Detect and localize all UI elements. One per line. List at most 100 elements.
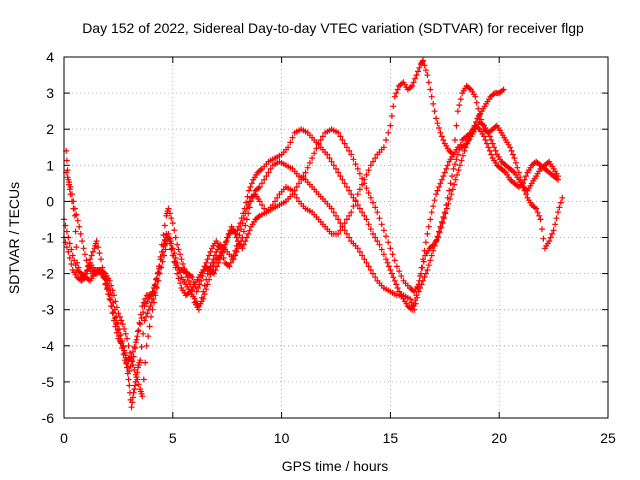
data-point-interp (233, 242, 240, 249)
data-point-interp (459, 152, 466, 159)
data-point-interp (482, 137, 489, 143)
data-point-interp (66, 179, 73, 186)
data-point-interp (140, 376, 147, 383)
data-point-interp (549, 230, 556, 237)
data-point-interp (410, 301, 417, 308)
y-tick-label: -4 (42, 338, 55, 354)
data-point (174, 270, 181, 277)
data-point (130, 389, 137, 396)
data-point-interp (172, 264, 179, 271)
data-point-interp (138, 344, 145, 350)
data-point (200, 267, 207, 273)
data-points (61, 57, 566, 411)
data-point-interp (372, 204, 379, 211)
data-point (243, 234, 250, 241)
y-tick-label: -1 (42, 230, 55, 246)
data-point-interp (161, 236, 168, 243)
data-point-interp (129, 399, 136, 406)
data-point-interp (383, 233, 389, 240)
data-point (104, 285, 111, 291)
data-point-interp (108, 303, 115, 310)
data-point-interp (73, 211, 80, 218)
data-point-interp (363, 259, 370, 266)
data-point (156, 270, 163, 277)
data-point-interp (335, 169, 342, 176)
data-point (204, 256, 211, 263)
data-point-interp (116, 313, 123, 320)
data-point-interp (464, 140, 471, 147)
data-point-interp (415, 68, 421, 75)
data-point (111, 317, 117, 324)
data-point-interp (153, 285, 160, 291)
data-point (370, 230, 376, 237)
data-point-interp (162, 246, 169, 253)
data-point-interp (203, 259, 210, 266)
data-point (128, 404, 135, 411)
x-tick-label: 10 (274, 430, 290, 446)
data-point-interp (136, 319, 143, 326)
data-point-interp (125, 376, 132, 383)
data-point-interp (234, 227, 241, 234)
data-point (67, 184, 74, 190)
data-point (148, 313, 154, 320)
data-point-interp (172, 234, 179, 241)
data-point (489, 140, 496, 147)
data-point (204, 281, 211, 288)
data-point (243, 205, 250, 212)
data-point-interp (363, 185, 370, 192)
data-point (343, 184, 350, 190)
data-point (80, 245, 87, 252)
data-point (217, 245, 224, 252)
data-point-interp (229, 256, 236, 263)
chart-title: Day 152 of 2022, Sidereal Day-to-day VTE… (82, 20, 584, 36)
data-point-interp (454, 171, 461, 178)
data-point-interp (66, 240, 73, 247)
data-point-interp (240, 241, 247, 248)
data-point-interp (517, 174, 524, 181)
data-point-interp (391, 257, 398, 264)
data-point-interp (242, 210, 249, 217)
data-point-interp (412, 297, 419, 304)
data-point-interp (109, 287, 116, 294)
data-point (361, 176, 368, 183)
data-point-interp (175, 275, 182, 282)
data-point-interp (161, 222, 168, 229)
data-point-interp (419, 58, 426, 65)
data-point-interp (155, 277, 162, 284)
data-point-interp (160, 232, 167, 239)
data-point (533, 205, 540, 212)
data-point (428, 93, 435, 100)
data-point (124, 335, 131, 342)
data-point-interp (232, 247, 239, 254)
data-point (215, 259, 222, 266)
y-tick-label: 1 (46, 157, 54, 173)
data-point (219, 248, 226, 255)
data-point-interp (214, 263, 220, 270)
data-point-interp (95, 244, 102, 251)
data-point-interp (171, 227, 178, 234)
data-point-interp (434, 187, 441, 194)
data-point (420, 57, 426, 64)
data-point (330, 162, 337, 169)
data-point (428, 209, 435, 216)
data-point (111, 292, 117, 299)
data-point-interp (326, 155, 333, 162)
data-point (387, 245, 394, 252)
data-point-interp (372, 155, 379, 162)
data-point-interp (149, 306, 156, 313)
data-point-interp (90, 248, 96, 255)
data-point-interp (134, 376, 141, 383)
data-point (256, 184, 263, 190)
x-tick-label: 0 (60, 430, 68, 446)
data-point-interp (63, 228, 70, 235)
data-point-interp (483, 140, 490, 147)
data-point (550, 227, 557, 234)
data-point (161, 252, 168, 259)
data-point-interp (449, 186, 456, 193)
data-point (152, 281, 159, 288)
data-point-interp (384, 259, 391, 266)
data-point-interp (132, 382, 139, 389)
data-point-interp (298, 176, 305, 183)
data-point-interp (201, 263, 208, 270)
